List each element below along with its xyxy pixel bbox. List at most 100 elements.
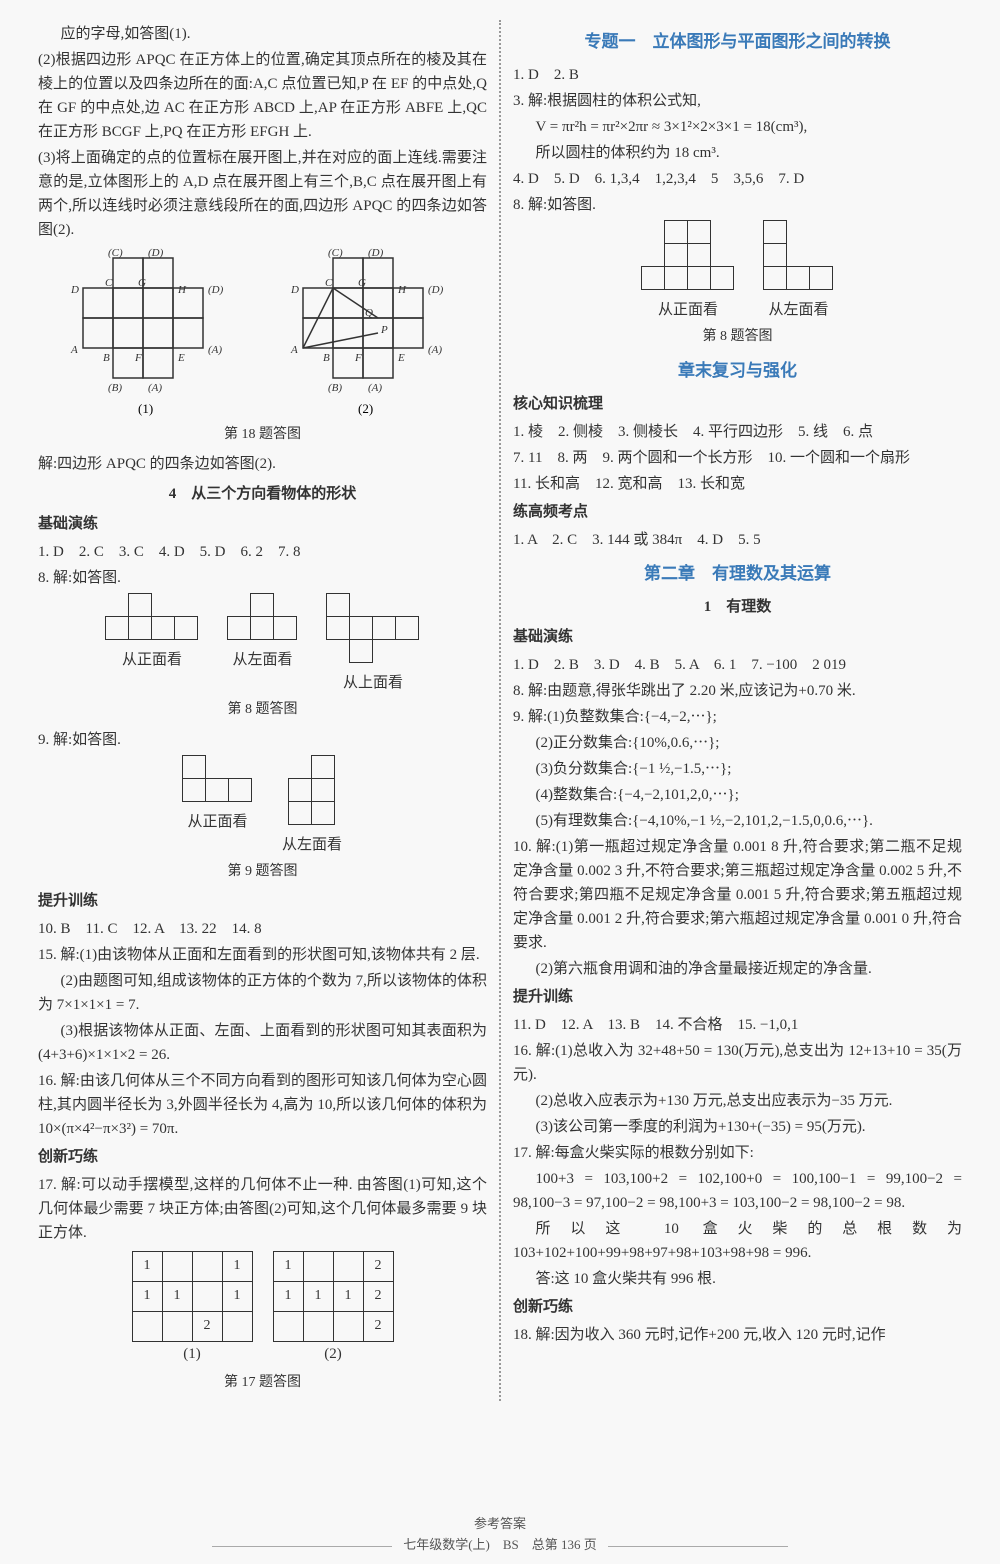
svg-text:(D): (D) [428,284,444,296]
front-view: 从正面看 [106,594,198,695]
q18-diagrams: (C) (D) D C G H (D) A (A) B F E (B) (A) … [38,248,487,418]
svg-text:G: G [138,277,146,289]
svg-text:(C): (C) [328,248,343,259]
para: 9. 解:(1)负整数集合:{−4,−2,⋯}; [513,705,962,729]
para: 所以这 10 盒火柴的总根数为 103+102+100+99+98+97+98+… [513,1217,962,1265]
svg-text:(B): (B) [328,382,342,394]
svg-text:(A): (A) [428,344,442,356]
page: 应的字母,如答图(1). (2)根据四边形 APQC 在正方体上的位置,确定其顶… [0,0,1000,1411]
answer-line: 11. D 12. A 13. B 14. 不合格 15. −1,0,1 [513,1013,962,1037]
section-1-title: 1 有理数 [513,595,962,619]
para: 3. 解:根据圆柱的体积公式知, [513,89,962,113]
front-view: 从正面看 [642,221,734,322]
left-column: 应的字母,如答图(1). (2)根据四边形 APQC 在正方体上的位置,确定其顶… [30,20,495,1401]
column-divider [499,20,501,1401]
left-view: 从左面看 [282,756,342,857]
answer-line: 11. 长和高 12. 宽和高 13. 长和宽 [513,472,962,496]
net-diagram-2: (C) (D) D C G H (D) A (A) B F E (B) (A) … [273,248,473,418]
answer-line: 1. D 2. C 3. C 4. D 5. D 6. 2 7. 8 [38,540,487,564]
q17-tables: 11 111 2 (1) 12 1112 2 (2) [38,1251,487,1366]
basic-heading: 基础演练 [513,625,962,649]
svg-text:(1): (1) [138,401,153,416]
caption-q9: 第 9 题答图 [38,861,487,883]
para: (2)由题图可知,组成该物体的正方体的个数为 7,所以该物体的体积为 7×1×1… [38,969,487,1017]
para: 15. 解:(1)由该物体从正面和左面看到的形状图可知,该物体共有 2 层. [38,943,487,967]
footer-deco-right [608,1546,788,1547]
svg-text:C: C [325,277,333,289]
footer-deco-left [212,1546,392,1547]
svg-text:B: B [323,352,330,364]
page-footer: 参考答案 七年级数学(上) BS 总第 136 页 [0,1514,1000,1556]
para: 答:这 10 盒火柴共有 996 根. [513,1267,962,1291]
para: 8. 解:由题意,得张华跳出了 2.20 米,应该记为+0.70 米. [513,679,962,703]
net-diagram-1: (C) (D) D C G H (D) A (A) B F E (B) (A) … [53,248,253,418]
left-view: 从左面看 [764,221,833,322]
svg-text:D: D [70,284,79,296]
answer-line: 1. 棱 2. 侧棱 3. 侧棱长 4. 平行四边形 5. 线 6. 点 [513,420,962,444]
freq-heading: 练高频考点 [513,500,962,524]
svg-text:D: D [290,284,299,296]
para: (3)该公司第一季度的利润为+130+(−35) = 95(万元). [513,1115,962,1139]
svg-text:F: F [354,352,362,364]
para: 8. 解:如答图. [513,193,962,217]
q8r-views: 从正面看 从左面看 [513,221,962,322]
right-column: 专题一 立体图形与平面图形之间的转换 1. D 2. B 3. 解:根据圆柱的体… [505,20,970,1401]
svg-text:(A): (A) [208,344,222,356]
chapter-end-title: 章末复习与强化 [513,357,962,384]
section-4-title: 4 从三个方向看物体的形状 [38,482,487,506]
svg-text:(D): (D) [208,284,224,296]
svg-text:(A): (A) [368,382,382,394]
chapter-2-title: 第二章 有理数及其运算 [513,560,962,587]
para: (3)负分数集合:{−1 ½,−1.5,⋯}; [513,757,962,781]
answer-line: 10. B 11. C 12. A 13. 22 14. 8 [38,917,487,941]
svg-text:E: E [177,352,185,364]
svg-text:B: B [103,352,110,364]
svg-text:(D): (D) [368,248,384,259]
left-view: 从左面看 [228,594,297,695]
caption-q17: 第 17 题答图 [38,1372,487,1394]
para: 16. 解:(1)总收入为 32+48+50 = 130(万元),总支出为 12… [513,1039,962,1087]
para: (5)有理数集合:{−4,10%,−1 ½,−2,101,2,−1.5,0,0.… [513,809,962,833]
svg-text:(A): (A) [148,382,162,394]
q17-table-2: 12 1112 2 [273,1251,394,1342]
para: 应的字母,如答图(1). [38,22,487,46]
svg-text:(2): (2) [358,401,373,416]
svg-text:H: H [397,284,407,296]
answer-line: 1. D 2. B 3. D 4. B 5. A 6. 1 7. −100 2 … [513,653,962,677]
up-heading: 提升训练 [38,889,487,913]
up-heading: 提升训练 [513,985,962,1009]
svg-text:(D): (D) [148,248,164,259]
answer-line: 1. D 2. B [513,63,962,87]
caption-q8: 第 8 题答图 [38,699,487,721]
para: 17. 解:每盒火柴实际的根数分别如下: [513,1141,962,1165]
innov-heading: 创新巧练 [38,1145,487,1169]
topic-1-title: 专题一 立体图形与平面图形之间的转换 [513,28,962,55]
answer-line: 4. D 5. D 6. 1,3,4 1,2,3,4 5 3,5,6 7. D [513,167,962,191]
answer-line: 1. A 2. C 3. 144 或 384π 4. D 5. 5 [513,528,962,552]
svg-text:(B): (B) [108,382,122,394]
para: 所以圆柱的体积约为 18 cm³. [513,141,962,165]
para: (2)根据四边形 APQC 在正方体上的位置,确定其顶点所在的棱及其在棱上的位置… [38,48,487,144]
para: 8. 解:如答图. [38,566,487,590]
svg-text:G: G [358,277,366,289]
svg-text:E: E [397,352,405,364]
footer-ref: 参考答案 [0,1514,1000,1535]
para: 10. 解:(1)第一瓶超过规定净含量 0.001 8 升,符合要求;第二瓶不足… [513,835,962,955]
svg-text:A: A [290,344,298,356]
para: 16. 解:由该几何体从三个不同方向看到的图形可知该几何体为空心圆柱,其内圆半径… [38,1069,487,1141]
para: (2)总收入应表示为+130 万元,总支出应表示为−35 万元. [513,1089,962,1113]
innov-heading: 创新巧练 [513,1295,962,1319]
para: V = πr²h = πr²×2πr ≈ 3×1²×2×3×1 = 18(cm³… [513,115,962,139]
footer-line: 七年级数学(上) BS 总第 136 页 [403,1537,597,1552]
caption-q8r: 第 8 题答图 [513,326,962,348]
answer-line: 7. 11 8. 两 9. 两个圆和一个长方形 10. 一个圆和一个扇形 [513,446,962,470]
svg-text:H: H [177,284,187,296]
para: 解:四边形 APQC 的四条边如答图(2). [38,452,487,476]
q17-table-1: 11 111 2 [132,1251,253,1342]
svg-text:A: A [70,344,78,356]
para: 18. 解:因为收入 360 元时,记作+200 元,收入 120 元时,记作 [513,1323,962,1347]
svg-text:P: P [380,324,388,336]
svg-text:Q: Q [365,307,373,319]
svg-text:C: C [105,277,113,289]
para: 17. 解:可以动手摆模型,这样的几何体不止一种. 由答图(1)可知,这个几何体… [38,1173,487,1245]
